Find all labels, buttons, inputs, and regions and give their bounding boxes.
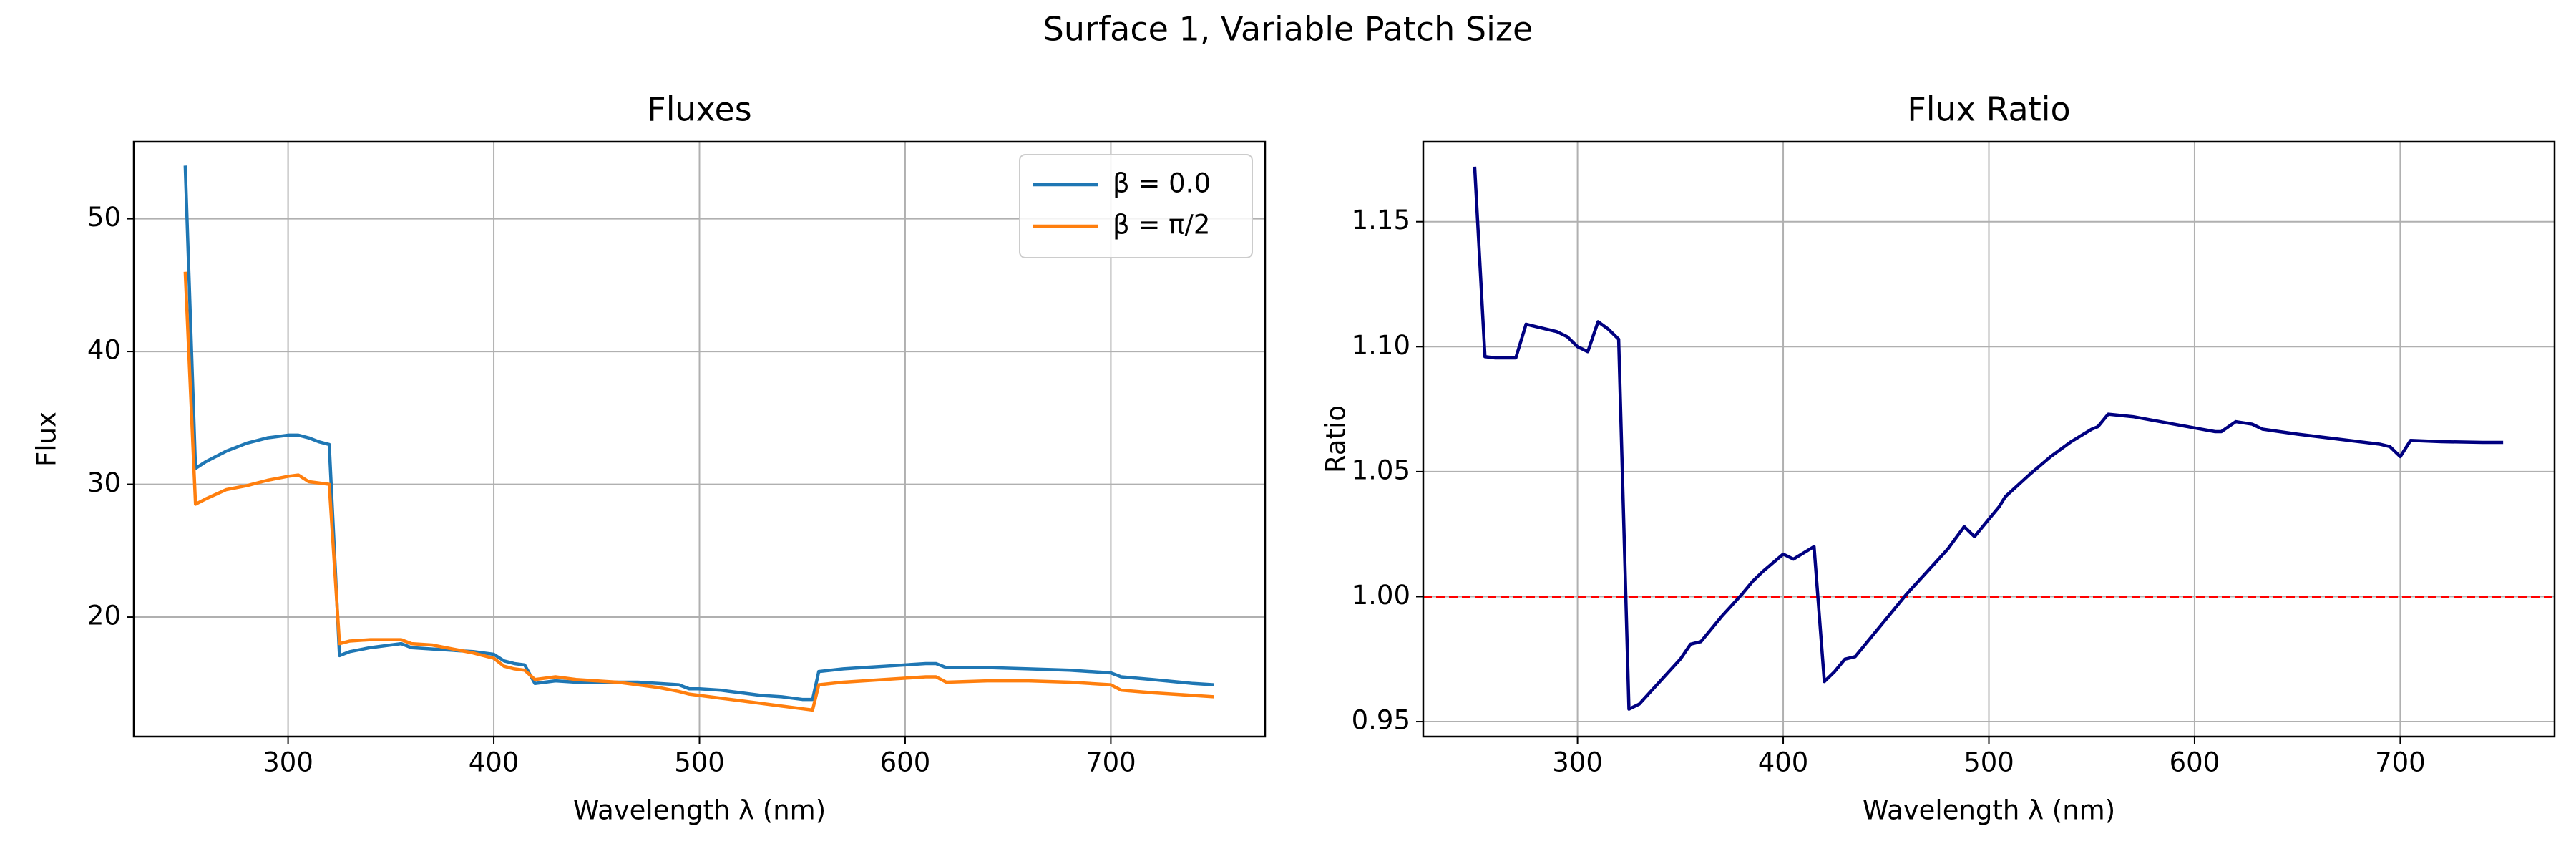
y-axis-label: Flux (31, 412, 62, 467)
x-tick-label: 500 (674, 747, 725, 778)
legend-box (1019, 154, 1253, 258)
data-line (1473, 166, 2504, 711)
x-tick-label: 300 (263, 747, 313, 778)
y-tick-label: 30 (87, 467, 121, 498)
axes-frame (132, 140, 1267, 738)
legend-label: β = π/2 (1113, 210, 1210, 241)
x-tick-label: 500 (1963, 747, 2014, 778)
x-tick-label: 300 (1552, 747, 1603, 778)
x-axis-label: Wavelength λ (nm) (1863, 795, 2115, 826)
y-tick-label: 50 (87, 202, 121, 233)
y-tick-label: 0.95 (1352, 705, 1410, 736)
axes-frame (1422, 140, 2556, 738)
y-tick-label: 1.05 (1352, 455, 1410, 485)
legend-label: β = 0.0 (1113, 168, 1211, 199)
panel-title: Flux Ratio (1907, 90, 2070, 129)
data-line (183, 271, 1214, 712)
y-tick-label: 1.00 (1352, 580, 1410, 611)
x-tick-label: 400 (1758, 747, 1809, 778)
x-tick-label: 400 (469, 747, 519, 778)
y-tick-label: 1.10 (1352, 330, 1410, 361)
y-axis-label: Ratio (1321, 405, 1352, 473)
x-tick-label: 700 (2375, 747, 2426, 778)
y-tick-label: 40 (87, 335, 121, 366)
panel-title: Fluxes (647, 90, 751, 129)
legend: β = 0.0 β = π/2 (1019, 154, 1253, 258)
panel: Flux Ratio Wavelength λ (nm) Ratio 300 400 50… (1321, 90, 2556, 826)
x-tick-label: 600 (2170, 747, 2220, 778)
x-axis-label: Wavelength λ (nm) (573, 795, 826, 826)
x-tick-label: 600 (880, 747, 931, 778)
panel: Fluxes Wavelength λ (nm) Flux 300 400 500 600 7… (31, 90, 1267, 826)
x-tick-label: 700 (1085, 747, 1136, 778)
figure-title: Surface 1, Variable Patch Size (1043, 10, 1533, 49)
y-tick-label: 20 (87, 601, 121, 631)
y-tick-label: 1.15 (1352, 205, 1410, 236)
